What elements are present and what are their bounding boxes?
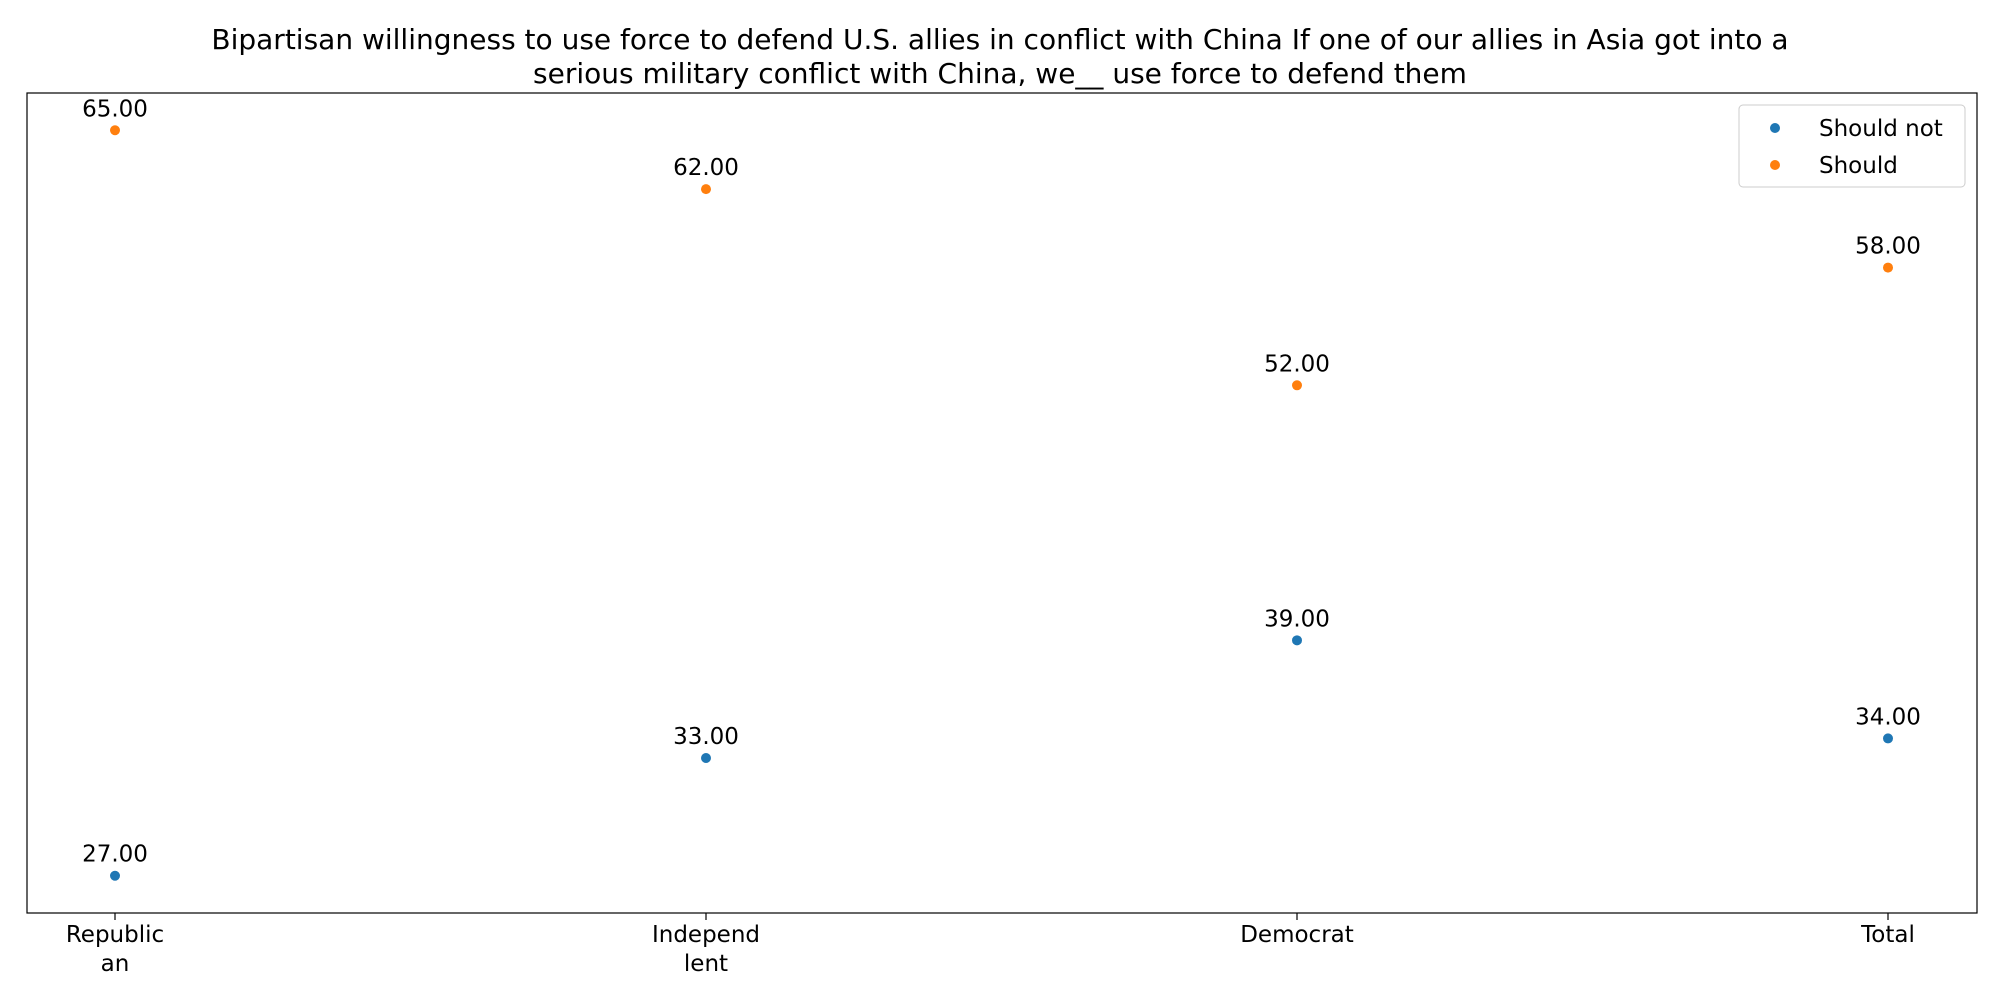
plot-area-frame — [26, 92, 1978, 914]
data-label-should-not-independlent: 33.00 — [673, 724, 739, 750]
series-should-not: 27.00 33.00 39.00 34.00 — [82, 606, 1921, 881]
point-should-democrat — [1292, 380, 1302, 391]
legend-box — [1738, 104, 1966, 188]
legend-marker-should — [1770, 160, 1780, 170]
data-label-should-not-democrat: 39.00 — [1264, 606, 1330, 632]
x-tick-label-total: Total — [1860, 922, 1915, 948]
x-tick-label-democrat: Democrat — [1240, 922, 1354, 948]
x-tick-label-republican: Republic an — [66, 922, 164, 977]
data-label-should-republican: 65.00 — [82, 96, 148, 122]
legend: Should not Should — [1738, 104, 1966, 188]
series-should: 65.00 62.00 52.00 58.00 — [82, 96, 1921, 391]
data-label-should-total: 58.00 — [1855, 234, 1921, 260]
data-label-should-democrat: 52.00 — [1264, 351, 1330, 377]
point-should-not-total — [1883, 733, 1893, 744]
point-should-not-republican — [110, 870, 120, 881]
point-should-not-democrat — [1292, 635, 1302, 646]
point-should-republican — [110, 125, 120, 136]
legend-marker-should-not — [1770, 123, 1780, 133]
point-should-not-independlent — [701, 753, 711, 764]
data-label-should-not-republican: 27.00 — [82, 842, 148, 868]
legend-label-should: Should — [1819, 153, 1898, 179]
chart-title: Bipartisan willingness to use force to d… — [211, 23, 1788, 90]
data-label-should-not-total: 34.00 — [1855, 704, 1921, 730]
series-layer: 27.00 33.00 39.00 34.00 65.00 62.00 52.00 58.00 — [82, 96, 1921, 881]
legend-label-should-not: Should not — [1819, 116, 1943, 142]
data-label-should-independlent: 62.00 — [673, 155, 739, 181]
point-should-total — [1883, 262, 1893, 273]
point-should-independlent — [701, 184, 711, 195]
x-tick-label-independlent: Independ lent — [652, 922, 760, 977]
chart-title-line-1: Bipartisan willingness to use force to d… — [211, 23, 1788, 56]
x-axis-ticks: Republic an Independ lent Democrat Total — [66, 913, 1915, 977]
chart-title-line-2: serious military conflict with China, we… — [533, 57, 1467, 90]
